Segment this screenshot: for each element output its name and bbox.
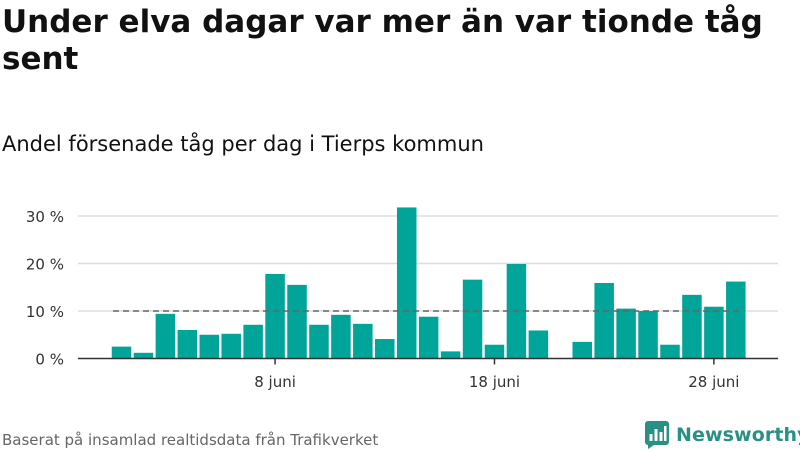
bar — [616, 308, 636, 359]
bar — [484, 344, 505, 359]
newsworthy-bar-chart-icon — [645, 421, 669, 449]
bar — [287, 284, 307, 359]
chart-title: Under elva dagar var mer än var tionde t… — [2, 4, 763, 77]
bar — [638, 311, 658, 359]
y-tick-label: 10 % — [26, 303, 64, 321]
bar — [221, 333, 241, 359]
bar — [660, 344, 680, 359]
bar — [462, 279, 483, 359]
bar — [726, 281, 746, 359]
source-note: Baserat på insamlad realtidsdata från Tr… — [2, 431, 379, 449]
bar — [243, 324, 263, 359]
bar — [418, 316, 439, 359]
x-tick-label: 8 juni — [254, 373, 296, 391]
bar — [396, 207, 417, 359]
bar — [440, 351, 461, 359]
bar — [704, 306, 724, 359]
bar — [375, 339, 395, 359]
bar — [177, 330, 198, 359]
bar — [331, 314, 351, 359]
bar — [155, 313, 176, 359]
bar — [133, 352, 154, 359]
bar — [528, 330, 549, 359]
bar — [572, 341, 592, 359]
y-tick-label: 20 % — [26, 256, 64, 274]
newsworthy-logo: Newsworthy — [645, 419, 800, 451]
x-tick-label: 18 juni — [469, 373, 520, 391]
bar — [265, 273, 285, 359]
brand-name: Newsworthy — [676, 424, 800, 446]
bar — [682, 294, 702, 359]
y-tick-label: 0 % — [35, 351, 64, 369]
bar — [309, 324, 329, 359]
bar — [353, 323, 373, 359]
chart-subtitle: Andel försenade tåg per dag i Tierps kom… — [2, 132, 484, 156]
y-tick-label: 30 % — [26, 208, 64, 226]
bar — [111, 346, 132, 359]
x-tick-label: 28 juni — [688, 373, 739, 391]
bar — [594, 282, 614, 359]
bar — [199, 334, 220, 359]
